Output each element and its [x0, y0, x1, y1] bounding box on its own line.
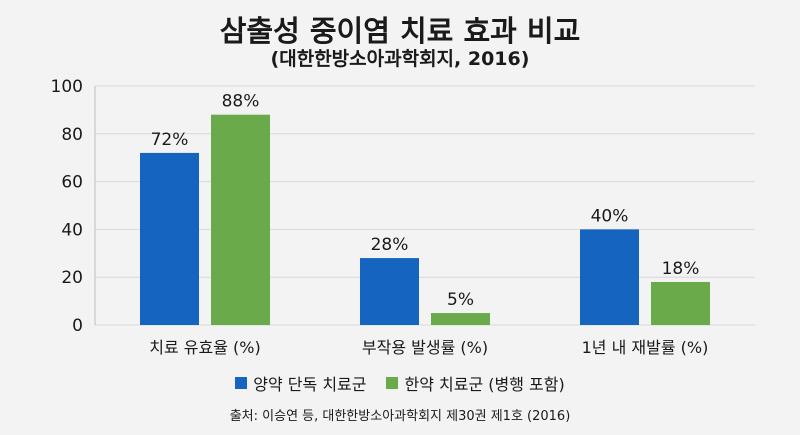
legend-label-western: 양약 단독 치료군	[253, 375, 367, 394]
bar-1-1	[431, 313, 490, 325]
bar-label-0-1: 88%	[222, 92, 260, 112]
legend-item-herbal: 한약 치료군 (병행 포함)	[386, 371, 565, 395]
y-tick-label-3: 60	[61, 173, 83, 193]
legend-swatch-herbal	[386, 377, 399, 389]
bar-0-1	[211, 114, 270, 326]
chart-subtitle: (대한한방소아과학회지, 2016)	[270, 48, 530, 70]
y-tick-label-5: 100	[51, 77, 83, 97]
y-tick-label-0: 0	[72, 316, 83, 336]
x-tick-label-1: 부작용 발생률 (%)	[362, 338, 488, 357]
bar-0-0	[140, 152, 199, 325]
x-tick-label-2: 1년 내 재발률 (%)	[582, 338, 709, 357]
bar-label-1-0: 28%	[371, 235, 409, 255]
bar-label-1-1: 5%	[447, 290, 474, 310]
source-note: 출처: 이승연 등, 대한한방소아과학회지 제30권 제1호 (2016)	[229, 409, 571, 424]
y-tick-label-2: 40	[61, 220, 83, 240]
bar-2-1	[651, 281, 710, 325]
bar-label-0-0: 72%	[151, 130, 189, 150]
bar-label-2-1: 18%	[662, 259, 700, 279]
bar-1-0	[360, 258, 419, 325]
legend: 양약 단독 치료군 한약 치료군 (병행 포함)	[0, 371, 800, 395]
x-tick-label-0: 치료 유효율 (%)	[149, 338, 260, 357]
legend-swatch-western	[235, 377, 248, 389]
chart-title: 삼출성 중이염 치료 효과 비교	[219, 14, 581, 48]
y-tick-label-4: 80	[61, 125, 83, 145]
bar-label-2-0: 40%	[591, 206, 629, 226]
bar-2-0	[580, 229, 639, 325]
y-tick-label-1: 20	[61, 268, 83, 288]
legend-label-herbal: 한약 치료군 (병행 포함)	[404, 375, 565, 394]
legend-item-western: 양약 단독 치료군	[235, 371, 366, 395]
